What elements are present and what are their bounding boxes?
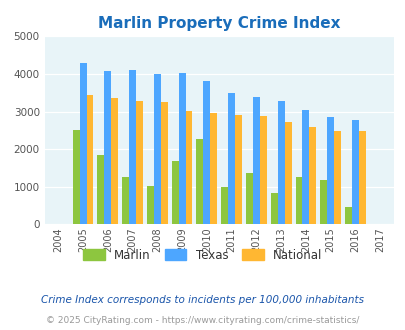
Bar <box>333 131 340 224</box>
Bar <box>252 97 259 224</box>
Bar <box>111 98 118 224</box>
Bar <box>234 115 241 224</box>
Bar <box>86 95 93 224</box>
Text: Crime Index corresponds to incidents per 100,000 inhabitants: Crime Index corresponds to incidents per… <box>41 295 364 305</box>
Bar <box>277 101 284 224</box>
Bar <box>309 127 315 224</box>
Bar <box>270 193 277 224</box>
Bar <box>245 173 252 224</box>
Bar <box>210 114 217 224</box>
Bar <box>129 70 136 224</box>
Bar <box>196 139 203 224</box>
Bar <box>302 110 309 224</box>
Bar <box>185 111 192 224</box>
Bar <box>344 207 351 224</box>
Bar <box>97 155 104 224</box>
Bar <box>178 73 185 224</box>
Bar <box>122 178 129 224</box>
Bar <box>153 74 160 224</box>
Bar <box>221 187 228 224</box>
Bar <box>320 180 326 224</box>
Bar <box>147 186 153 224</box>
Title: Marlin Property Crime Index: Marlin Property Crime Index <box>98 16 340 31</box>
Bar <box>295 178 302 224</box>
Bar <box>79 63 86 224</box>
Bar <box>351 120 358 224</box>
Bar <box>284 122 291 224</box>
Legend: Marlin, Texas, National: Marlin, Texas, National <box>79 244 326 266</box>
Bar <box>326 117 333 224</box>
Bar <box>358 131 365 224</box>
Bar <box>72 130 79 224</box>
Bar <box>136 101 143 224</box>
Bar <box>160 102 167 224</box>
Bar <box>171 161 178 224</box>
Bar <box>104 71 111 224</box>
Text: © 2025 CityRating.com - https://www.cityrating.com/crime-statistics/: © 2025 CityRating.com - https://www.city… <box>46 316 359 325</box>
Bar <box>259 116 266 224</box>
Bar <box>228 93 234 224</box>
Bar <box>203 82 210 224</box>
